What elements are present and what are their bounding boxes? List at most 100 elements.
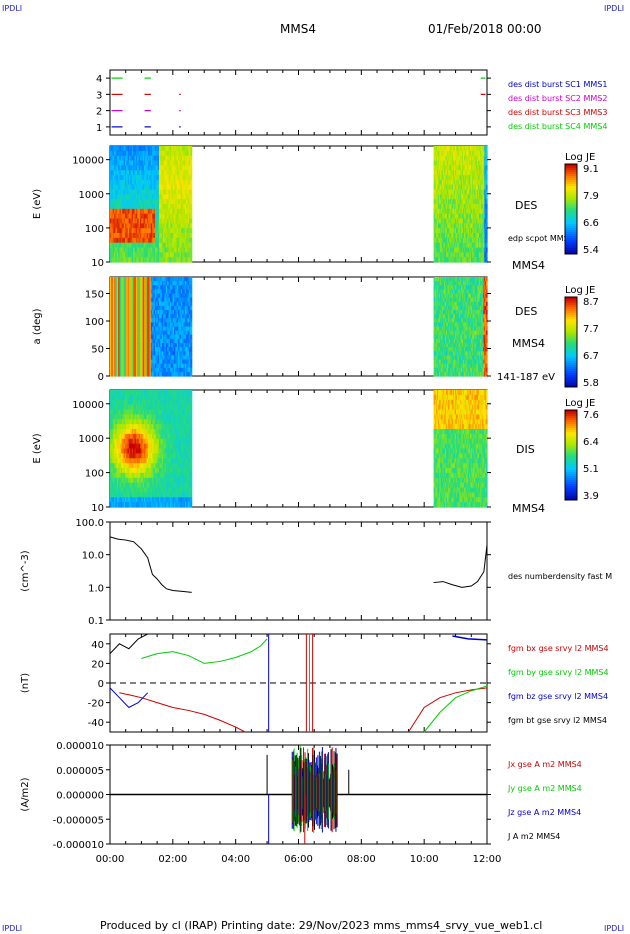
des-energy-cell	[168, 189, 171, 195]
des-energy-cell	[478, 150, 481, 157]
des-pitch-cell	[438, 347, 440, 352]
des-pitch-cell	[164, 334, 167, 340]
des-energy-cell	[164, 247, 167, 253]
des-energy-cell	[183, 252, 186, 258]
des-pitch-cell	[161, 322, 164, 328]
des-pitch-cell	[173, 371, 176, 377]
des-energy-cell	[112, 228, 115, 234]
des-energy-cell	[114, 175, 117, 181]
des-energy-cell	[470, 184, 472, 191]
des-pitch-cell	[433, 347, 436, 352]
des-energy-cell	[462, 218, 464, 224]
des-pitch-cell	[182, 351, 185, 356]
des-energy-cell	[460, 194, 462, 200]
des-pitch-cell	[437, 305, 439, 311]
des-pitch-cell	[133, 343, 136, 348]
des-pitch-cell	[190, 326, 193, 332]
des-energy-cell	[112, 242, 115, 249]
des-pitch-cell	[434, 314, 436, 319]
des-pitch-cell	[438, 285, 441, 290]
des-energy-cell	[466, 189, 469, 195]
des-energy-cell	[157, 223, 160, 229]
des-pitch-cell	[434, 338, 436, 344]
des-energy-cell	[179, 218, 182, 224]
des-energy-cell	[176, 184, 179, 191]
des-energy-cell	[187, 223, 190, 229]
des-energy-cell	[160, 208, 163, 215]
des-energy-cell	[443, 228, 445, 234]
des-energy-cell	[112, 233, 115, 239]
des-energy-cell	[176, 242, 179, 249]
des-energy-cell	[173, 228, 176, 234]
des-pitch-cell	[160, 318, 163, 323]
des-pitch-cell	[131, 367, 134, 373]
des-energy-cell	[443, 150, 445, 157]
des-energy-cell	[436, 150, 438, 157]
des-energy-cell	[436, 179, 438, 186]
des-energy-cell	[461, 228, 463, 234]
des-energy-cell	[434, 247, 436, 253]
des-energy-cell	[169, 242, 172, 249]
des-energy-cell	[138, 252, 141, 258]
des-pitch-cell	[129, 314, 132, 319]
des-pitch-cell	[149, 310, 152, 315]
des-pitch-cell	[180, 318, 183, 323]
des-energy-cell	[156, 213, 159, 220]
des-pitch-cell	[127, 326, 130, 332]
des-pitch-cell	[129, 322, 132, 328]
des-energy-cell	[171, 247, 174, 253]
des-pitch-cell	[186, 351, 189, 356]
des-energy-cell	[471, 247, 474, 253]
des-energy-cell	[476, 194, 478, 200]
des-energy-cell	[470, 146, 473, 152]
des-pitch-cell	[434, 359, 436, 365]
des-pitch-cell	[110, 314, 112, 319]
des-pitch-cell	[156, 363, 159, 369]
des-energy-cell	[123, 155, 126, 162]
des-energy-cell	[467, 242, 469, 249]
des-energy-cell	[167, 252, 170, 258]
des-energy-cell	[445, 175, 447, 181]
des-pitch-cell	[130, 351, 133, 356]
des-pitch-cell	[134, 293, 137, 299]
des-pitch-cell	[186, 363, 189, 369]
des-energy-cell	[172, 155, 175, 162]
des-energy-cell	[467, 237, 469, 244]
des-energy-cell	[137, 223, 140, 229]
des-energy-cell	[452, 165, 454, 171]
des-energy-cell	[485, 252, 487, 258]
des-energy-cell	[119, 242, 122, 249]
des-energy-cell	[443, 233, 445, 239]
des-pitch-cell	[141, 359, 144, 365]
des-pitch-cell	[127, 347, 130, 352]
des-pitch-cell	[173, 289, 176, 295]
des-energy-cell	[475, 204, 477, 210]
des-pitch-cell	[164, 351, 167, 356]
des-pitch-cell	[157, 305, 160, 311]
des-energy-cell	[160, 160, 163, 166]
des-energy-cell	[478, 204, 481, 210]
des-energy-cell	[145, 184, 148, 191]
des-pitch-cell	[120, 297, 123, 303]
des-pitch-cell	[159, 310, 161, 315]
des-pitch-cell	[157, 318, 160, 323]
des-energy-cell	[470, 247, 473, 253]
des-energy-cell	[455, 237, 458, 244]
des-pitch-cell	[157, 322, 160, 328]
des-energy-cell	[150, 218, 153, 224]
des-pitch-cell	[123, 363, 126, 369]
des-energy-cell	[470, 223, 472, 229]
des-energy-cell	[131, 242, 134, 249]
des-energy-cell	[480, 170, 483, 176]
des-energy-cell	[187, 179, 190, 186]
des-energy-cell	[471, 204, 474, 210]
des-pitch-cell	[135, 334, 138, 340]
des-energy-cell	[478, 228, 481, 234]
des-energy-cell	[468, 242, 470, 249]
des-energy-cell	[452, 175, 454, 181]
des-energy-cell	[447, 242, 450, 249]
des-energy-cell	[134, 199, 137, 205]
des-energy-cell	[116, 199, 119, 205]
des-pitch-cell	[159, 355, 161, 361]
des-energy-cell	[459, 237, 461, 244]
